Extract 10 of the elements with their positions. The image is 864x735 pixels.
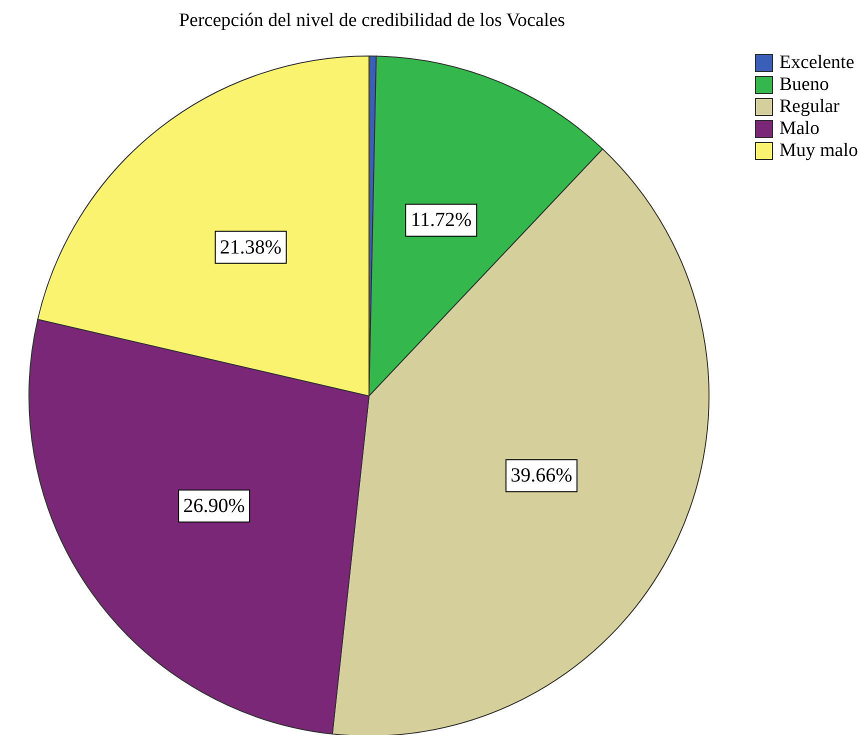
- data-label: 11.72%: [410, 209, 472, 232]
- legend-label: Bueno: [779, 74, 829, 96]
- legend-label: Regular: [779, 96, 840, 118]
- data-label: 21.38%: [220, 236, 282, 258]
- data-label: 26.90%: [183, 495, 245, 518]
- chart-title: Percepción del nivel de credibilidad de los Vocales: [178, 10, 566, 32]
- legend-label: Malo: [779, 118, 820, 140]
- legend-label: Muy malo: [779, 140, 858, 162]
- data-label: 39.66%: [510, 464, 572, 487]
- legend-label: Excelente: [779, 52, 854, 74]
